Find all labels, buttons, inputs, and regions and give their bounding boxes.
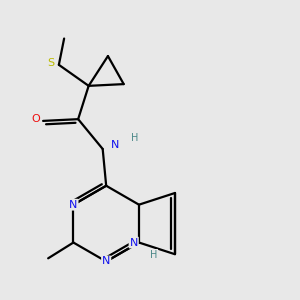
Text: N: N [69, 200, 78, 210]
Text: H: H [130, 133, 138, 143]
Text: O: O [31, 114, 40, 124]
Text: H: H [150, 250, 158, 260]
Text: N: N [130, 238, 138, 248]
Text: S: S [48, 58, 55, 68]
Text: N: N [102, 256, 110, 266]
Text: N: N [111, 140, 119, 150]
